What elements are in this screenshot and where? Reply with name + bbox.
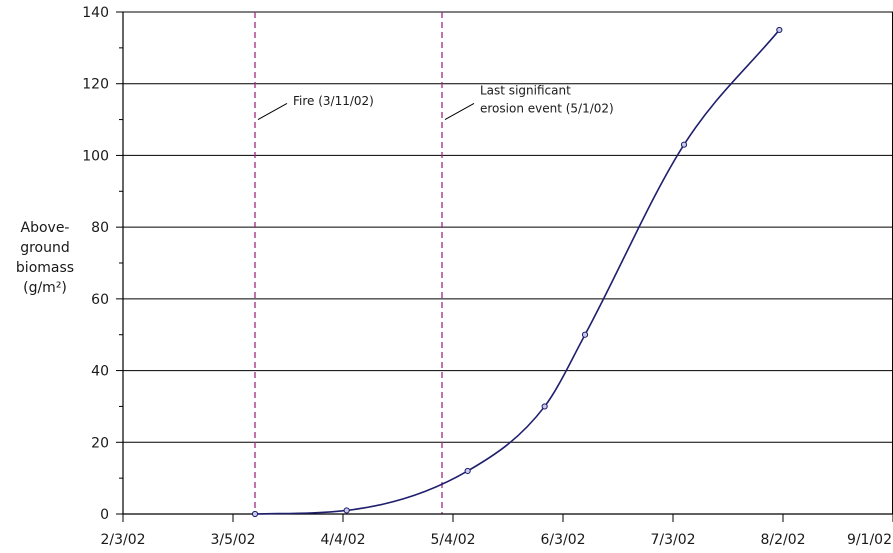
y-tick-label: 140 xyxy=(82,5,109,21)
y-axis-label-line: (g/m²) xyxy=(23,280,67,296)
gridlines xyxy=(123,11,893,514)
x-tick-label: 6/3/02 xyxy=(540,532,585,548)
x-tick-label: 8/2/02 xyxy=(760,532,805,548)
event-annotation: erosion event (5/1/02) xyxy=(480,101,614,115)
y-axis-label-line: Above- xyxy=(21,220,70,236)
data-point xyxy=(541,403,548,410)
y-tick-label: 0 xyxy=(100,507,109,523)
x-tick-label: 9/1/02 xyxy=(847,532,892,548)
data-point xyxy=(464,467,471,475)
series xyxy=(251,26,783,518)
labels: Above-ground biomass (g/m²) Fire (3/11/02) L… xyxy=(16,83,614,296)
x-tick-label: 7/3/02 xyxy=(650,532,695,548)
data-point xyxy=(776,26,783,34)
y-axis-label-line: ground xyxy=(20,240,70,256)
annotation-leader xyxy=(257,102,288,121)
y-tick-label: 120 xyxy=(82,77,109,93)
axes: 0 20 40 60 80 100 120 140 2/3/02 3/5/02 4/4/02 5/4/… xyxy=(82,5,893,548)
y-axis-label-line: biomass xyxy=(16,260,74,276)
event-markers xyxy=(254,12,475,514)
data-point xyxy=(343,507,350,514)
y-tick-label: 20 xyxy=(91,435,109,451)
data-point xyxy=(680,141,688,148)
y-tick-label: 40 xyxy=(91,364,109,380)
x-tick-label: 4/4/02 xyxy=(320,532,365,548)
x-tick-label: 3/5/02 xyxy=(210,532,255,548)
x-tick-label: 5/4/02 xyxy=(430,532,475,548)
event-annotation: Fire (3/11/02) xyxy=(293,94,374,108)
y-tick-label: 60 xyxy=(91,292,109,308)
y-tick-label: 100 xyxy=(82,148,109,164)
y-tick-label: 80 xyxy=(91,220,109,236)
data-point xyxy=(581,331,589,338)
x-tick-label: 2/3/02 xyxy=(100,532,145,548)
event-annotation: Last significant xyxy=(480,83,571,97)
annotation-leader xyxy=(444,102,475,121)
data-point xyxy=(251,510,259,518)
